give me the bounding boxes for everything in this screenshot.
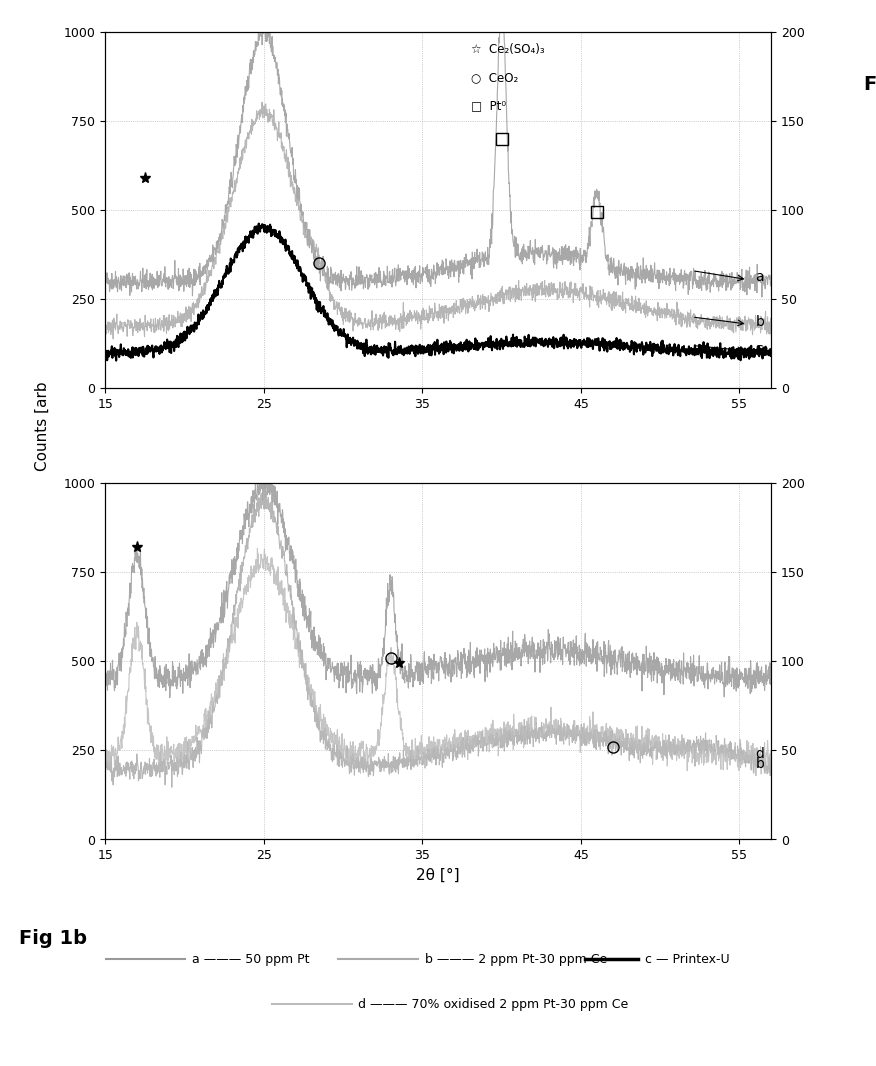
Text: □  Pt⁰: □ Pt⁰ — [471, 100, 506, 113]
Text: ○  CeO₂: ○ CeO₂ — [471, 71, 519, 84]
Text: d: d — [755, 746, 764, 760]
Text: a ——— 50 ppm Pt: a ——— 50 ppm Pt — [192, 953, 309, 966]
Text: c — Printex-U: c — Printex-U — [645, 953, 729, 966]
Text: Fig 1b: Fig 1b — [18, 928, 87, 948]
Text: c: c — [755, 342, 763, 356]
Text: d ——— 70% oxidised 2 ppm Pt-30 ppm Ce: d ——— 70% oxidised 2 ppm Pt-30 ppm Ce — [358, 998, 628, 1011]
X-axis label: 2θ [°]: 2θ [°] — [416, 868, 460, 883]
Text: ☆  Ce₂(SO₄)₃: ☆ Ce₂(SO₄)₃ — [471, 43, 545, 55]
Text: Fig 1a: Fig 1a — [864, 75, 876, 94]
Text: b ——— 2 ppm Pt-30 ppm Ce: b ——— 2 ppm Pt-30 ppm Ce — [425, 953, 607, 966]
Text: a: a — [755, 271, 764, 285]
Text: b: b — [755, 314, 764, 329]
Text: Counts [arb: Counts [arb — [35, 382, 50, 471]
Text: b: b — [755, 757, 764, 771]
